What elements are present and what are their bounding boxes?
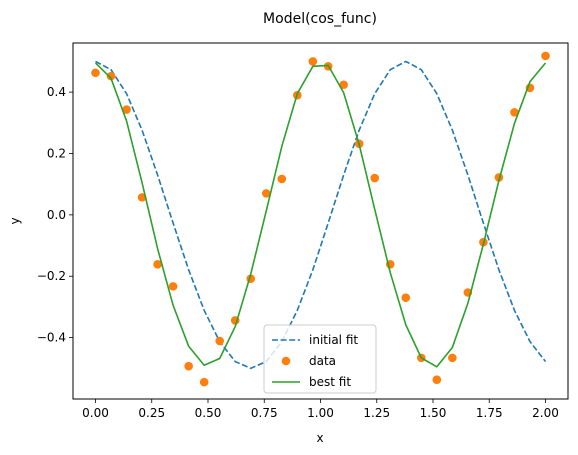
initial-fit-line <box>95 60 547 370</box>
data-point <box>510 108 519 117</box>
x-tick-label: 1.75 <box>476 406 503 420</box>
y-tick-label: 0.4 <box>47 85 66 99</box>
x-tick-label: 1.25 <box>363 406 390 420</box>
data-point <box>370 173 380 183</box>
data-point <box>168 282 178 291</box>
legend-item-data: data <box>281 354 336 368</box>
data-point <box>448 353 457 363</box>
data-point <box>261 189 271 198</box>
x-axis: 0.00 0.25 0.50 0.75 1.00 1.25 1.50 1.75 2.00 <box>82 399 559 420</box>
data-point <box>339 80 348 90</box>
data-point <box>153 259 162 269</box>
x-tick-label: 0.25 <box>138 406 165 420</box>
chart-title: Model(cos_func) <box>263 11 377 27</box>
data-point <box>122 105 131 114</box>
data-point <box>184 361 193 371</box>
x-tick-label: 0.50 <box>195 406 222 420</box>
x-tick-label: 0.00 <box>82 406 109 420</box>
data-point <box>199 377 209 387</box>
best-fit-line <box>94 62 547 368</box>
legend-swatch <box>281 356 291 366</box>
x-tick-label: 1.50 <box>420 406 447 420</box>
legend-item-best-fit: best fit <box>272 375 351 389</box>
legend-label: initial fit <box>309 333 358 347</box>
data-point <box>308 57 318 66</box>
legend-box <box>263 324 377 394</box>
data-point <box>91 68 100 78</box>
plot-area <box>91 51 550 387</box>
data-point <box>277 174 287 184</box>
legend: initial fit data best fit <box>263 324 377 394</box>
x-axis-label: x <box>316 431 323 445</box>
x-tick-label: 1.00 <box>307 406 334 420</box>
data-point <box>215 336 224 346</box>
legend-item-initial-fit: initial fit <box>272 333 358 347</box>
legend-label: best fit <box>309 375 351 389</box>
data-point <box>401 293 411 303</box>
x-tick-label: 0.75 <box>251 406 278 420</box>
y-tick-label: −0.2 <box>37 269 66 283</box>
x-tick-label: 2.00 <box>532 406 559 420</box>
data-point <box>432 375 442 384</box>
y-tick-label: 0.0 <box>47 208 66 222</box>
y-tick-label: −0.4 <box>37 331 66 345</box>
data-point <box>106 71 116 81</box>
y-axis-label: y <box>8 217 22 224</box>
legend-label: data <box>309 354 336 368</box>
data-point <box>541 51 550 61</box>
y-tick-label: 0.2 <box>47 146 66 160</box>
y-axis: −0.4 −0.2 0.0 0.2 0.4 <box>37 85 73 345</box>
